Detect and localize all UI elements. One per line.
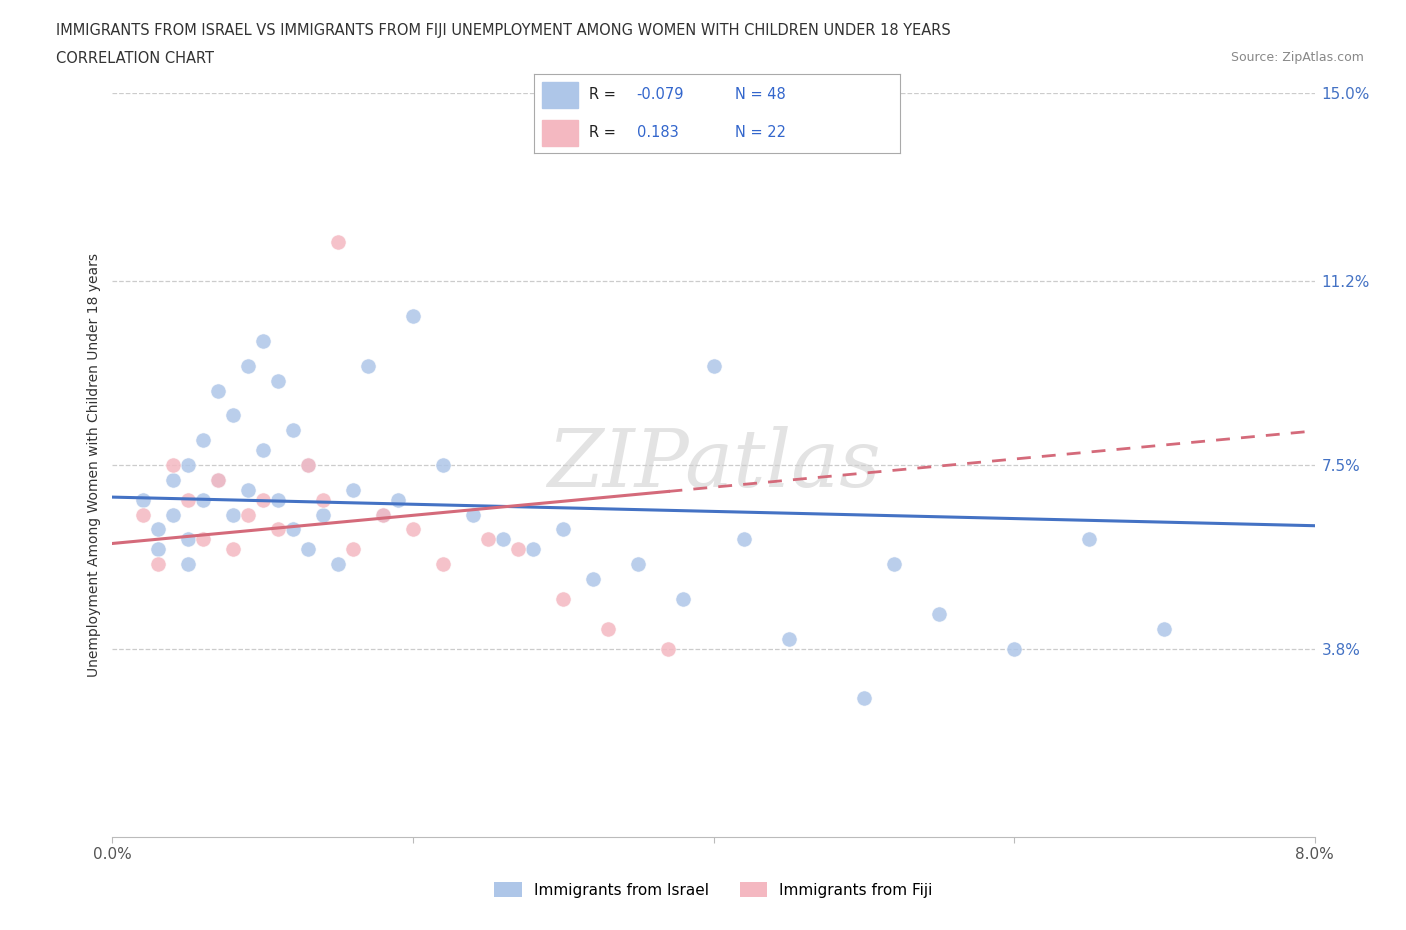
Point <box>267 373 290 388</box>
Point <box>176 492 198 507</box>
Bar <box>541 83 578 108</box>
Legend: Immigrants from Israel, Immigrants from Fiji: Immigrants from Israel, Immigrants from … <box>488 875 939 904</box>
Point <box>342 542 364 557</box>
Point <box>432 458 454 472</box>
Point <box>281 522 304 537</box>
Point <box>312 492 335 507</box>
Point <box>176 458 198 472</box>
Point <box>432 557 454 572</box>
Point <box>326 557 349 572</box>
Point <box>252 334 274 349</box>
Point <box>312 507 335 522</box>
Point <box>477 532 499 547</box>
Point <box>371 507 394 522</box>
Point <box>852 691 875 706</box>
Point <box>146 522 169 537</box>
Point <box>146 542 169 557</box>
Point <box>176 532 198 547</box>
Point <box>402 522 425 537</box>
Text: ZIPatlas: ZIPatlas <box>547 426 880 504</box>
Text: 0.183: 0.183 <box>637 126 678 140</box>
Point <box>191 492 214 507</box>
Point <box>236 483 259 498</box>
Point <box>371 507 394 522</box>
Point <box>326 234 349 249</box>
Point <box>522 542 544 557</box>
Point <box>778 631 800 646</box>
Point <box>492 532 515 547</box>
Text: N = 48: N = 48 <box>735 87 786 102</box>
Point <box>222 408 245 423</box>
Point <box>176 557 198 572</box>
Point <box>146 557 169 572</box>
Point <box>267 522 290 537</box>
Point <box>162 472 184 487</box>
Text: -0.079: -0.079 <box>637 87 685 102</box>
Text: R =: R = <box>589 87 620 102</box>
Point <box>598 621 620 636</box>
Point <box>357 358 380 373</box>
Point <box>297 458 319 472</box>
Point <box>267 492 290 507</box>
Point <box>131 507 153 522</box>
Point <box>207 383 229 398</box>
Point <box>657 641 679 656</box>
Point <box>508 542 530 557</box>
Point <box>252 492 274 507</box>
Point <box>461 507 484 522</box>
Point <box>883 557 905 572</box>
Text: Source: ZipAtlas.com: Source: ZipAtlas.com <box>1230 51 1364 64</box>
Point <box>281 423 304 438</box>
Point <box>582 572 605 587</box>
Text: R =: R = <box>589 126 626 140</box>
Text: CORRELATION CHART: CORRELATION CHART <box>56 51 214 66</box>
Point <box>191 432 214 447</box>
Point <box>342 483 364 498</box>
Point <box>627 557 650 572</box>
Bar <box>541 120 578 146</box>
Point <box>252 443 274 458</box>
Point <box>553 522 575 537</box>
Point <box>207 472 229 487</box>
Text: N = 22: N = 22 <box>735 126 786 140</box>
Point <box>207 472 229 487</box>
Point <box>236 358 259 373</box>
Point <box>162 507 184 522</box>
Point <box>297 458 319 472</box>
Point <box>928 606 950 621</box>
Point <box>131 492 153 507</box>
Point <box>162 458 184 472</box>
Text: IMMIGRANTS FROM ISRAEL VS IMMIGRANTS FROM FIJI UNEMPLOYMENT AMONG WOMEN WITH CHI: IMMIGRANTS FROM ISRAEL VS IMMIGRANTS FRO… <box>56 23 950 38</box>
Y-axis label: Unemployment Among Women with Children Under 18 years: Unemployment Among Women with Children U… <box>87 253 101 677</box>
Point <box>1078 532 1101 547</box>
Point <box>1153 621 1175 636</box>
Point <box>733 532 755 547</box>
Point <box>222 507 245 522</box>
Point <box>1002 641 1025 656</box>
Point <box>402 309 425 324</box>
Point <box>191 532 214 547</box>
Point <box>297 542 319 557</box>
Point <box>387 492 409 507</box>
Point <box>222 542 245 557</box>
Point <box>672 591 695 606</box>
Point <box>236 507 259 522</box>
Point <box>553 591 575 606</box>
Point <box>702 358 725 373</box>
